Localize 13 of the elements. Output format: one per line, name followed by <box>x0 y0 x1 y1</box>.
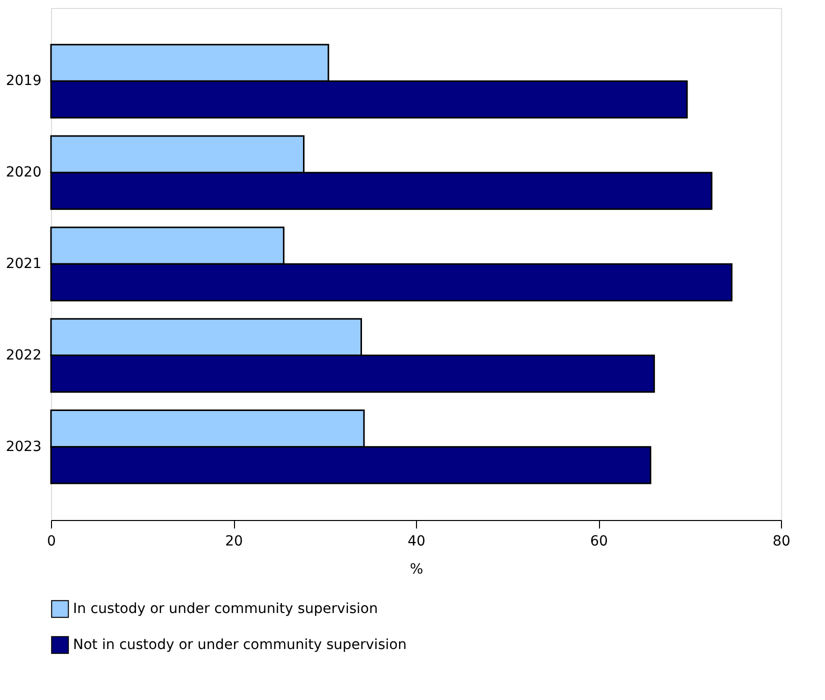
y-tick-label: 2023 <box>6 438 42 455</box>
y-tick-label: 2022 <box>6 347 42 364</box>
legend-label: In custody or under community supervision <box>73 601 378 617</box>
y-tick-label: 2020 <box>6 164 42 181</box>
x-tick-label: 0 <box>47 534 56 550</box>
x-tick-label: 80 <box>772 534 790 550</box>
x-tick-label: 60 <box>590 534 608 550</box>
x-axis-title: % <box>410 562 424 578</box>
y-tick-label: 2019 <box>6 73 42 90</box>
x-tick-label: 40 <box>408 534 426 550</box>
x-tick-label: 20 <box>225 534 243 550</box>
y-tick-label: 2021 <box>6 256 42 272</box>
legend-label: Not in custody or under community supervision <box>73 637 407 653</box>
